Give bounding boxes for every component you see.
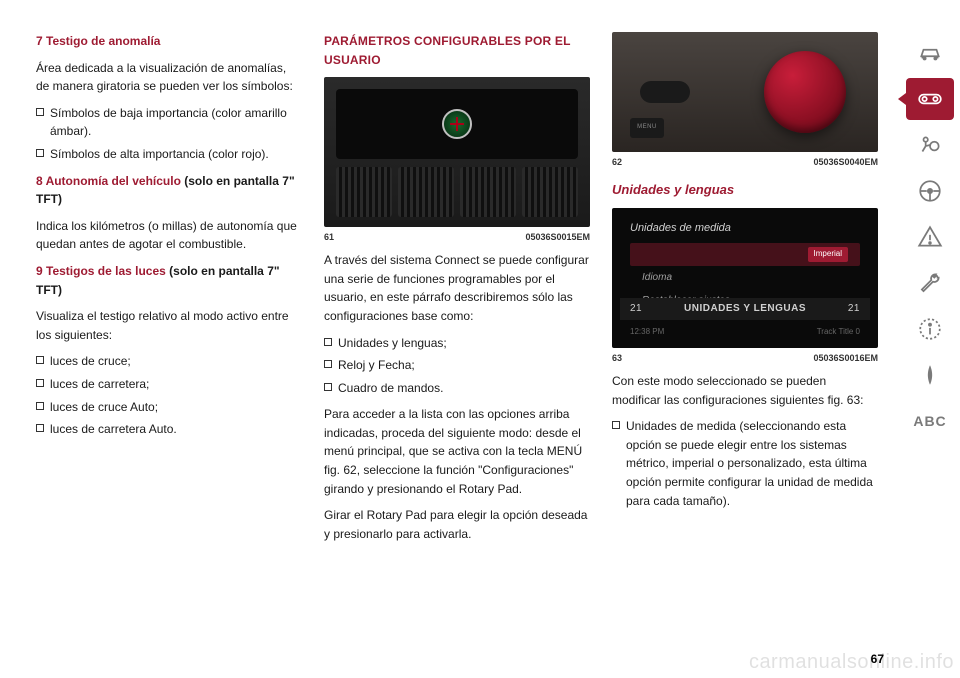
bullet-item: luces de carretera Auto. (36, 420, 302, 439)
col3-p1: Con este modo seleccionado se pueden mod… (612, 372, 878, 409)
bullet-icon (36, 356, 44, 364)
bullet-item: Unidades de medida (seleccionando esta o… (612, 417, 878, 510)
bullet-item: luces de carretera; (36, 375, 302, 394)
bullet-icon (36, 402, 44, 410)
screen-status: 12:38 PM Track Title 0 (620, 324, 870, 340)
warning-icon[interactable] (906, 216, 954, 258)
col1-b4: luces de carretera; (50, 375, 302, 394)
figure-61: 61 05036S0015EM (324, 77, 590, 245)
car-icon[interactable] (906, 32, 954, 74)
bullet-icon (36, 108, 44, 116)
bullet-item: Reloj y Fecha; (324, 356, 590, 375)
fig62-code: 05036S0040EM (813, 156, 878, 170)
col2-b1: Unidades y lenguas; (338, 334, 590, 353)
screen-bar-title: UNIDADES Y LENGUAS (684, 301, 806, 317)
bullet-icon (324, 338, 332, 346)
col1-p2: Indica los kilómetros (o millas) de auto… (36, 217, 302, 254)
bullet-item: luces de cruce Auto; (36, 398, 302, 417)
page: 7 Testigo de anomalía Área dedicada a la… (0, 0, 960, 678)
screen-item: Idioma (630, 266, 860, 290)
rotary-pad-icon (764, 51, 846, 133)
col2-b3: Cuadro de mandos. (338, 379, 590, 398)
fig62-num: 62 (612, 156, 622, 170)
bullet-icon (36, 424, 44, 432)
col2-p1: A través del sistema Connect se puede co… (324, 251, 590, 325)
dashboard-screen (336, 89, 578, 159)
figure-62-image: MENU (612, 32, 878, 152)
figure-62: MENU 62 05036S0040EM (612, 32, 878, 170)
bullet-icon (36, 379, 44, 387)
abc-icon[interactable]: ABC (906, 400, 954, 442)
column-1: 7 Testigo de anomalía Área dedicada a la… (36, 32, 302, 658)
screen-title: Unidades de medida (620, 216, 870, 241)
page-number: 67 (871, 652, 884, 666)
bullet-item: Unidades y lenguas; (324, 334, 590, 353)
col1-b1: Símbolos de baja importancia (color amar… (50, 104, 302, 141)
sidebar: ABC (900, 0, 960, 678)
col1-p3: Visualiza el testigo relativo al modo ac… (36, 307, 302, 344)
info-icon[interactable] (906, 308, 954, 350)
screen-bar: 21 UNIDADES Y LENGUAS 21 (620, 298, 870, 320)
col1-b5: luces de cruce Auto; (50, 398, 302, 417)
status-time: 12:38 PM (630, 326, 664, 338)
wrench-icon[interactable] (906, 262, 954, 304)
col1-h2-red: 8 Autonomía del vehículo (36, 174, 181, 188)
dashboard-icon[interactable] (906, 78, 954, 120)
temp-left: 21 (630, 301, 642, 317)
bullet-icon (36, 149, 44, 157)
rotary-switch (640, 81, 690, 103)
bullet-item: luces de cruce; (36, 352, 302, 371)
content-area: 7 Testigo de anomalía Área dedicada a la… (0, 0, 900, 678)
figure-61-caption: 61 05036S0015EM (324, 231, 590, 245)
alfa-romeo-logo-icon (442, 109, 472, 139)
col3-sub1: Unidades y lenguas (612, 180, 878, 200)
col1-b6: luces de carretera Auto. (50, 420, 302, 439)
music-icon[interactable] (906, 354, 954, 396)
col2-p3: Girar el Rotary Pad para elegir la opció… (324, 506, 590, 543)
bullet-icon (324, 360, 332, 368)
figure-63: Unidades de medida Imperial Idioma Resta… (612, 208, 878, 366)
fig61-code: 05036S0015EM (525, 231, 590, 245)
col1-p1: Área dedicada a la visualización de anom… (36, 59, 302, 96)
fig63-num: 63 (612, 352, 622, 366)
col1-b3: luces de cruce; (50, 352, 302, 371)
status-track: Track Title 0 (817, 326, 860, 338)
column-3: MENU 62 05036S0040EM Unidades y lenguas … (612, 32, 878, 658)
bullet-item: Cuadro de mandos. (324, 379, 590, 398)
col1-b2: Símbolos de alta importancia (color rojo… (50, 145, 302, 164)
airbag-icon[interactable] (906, 124, 954, 166)
temp-right: 21 (848, 301, 860, 317)
column-2: PARÁMETROS CONFIGURABLES POR EL USUARIO … (324, 32, 590, 658)
figure-61-image (324, 77, 590, 227)
dashboard-vents (336, 167, 578, 217)
figure-62-caption: 62 05036S0040EM (612, 156, 878, 170)
col3-b1: Unidades de medida (seleccionando esta o… (626, 417, 878, 510)
steering-wheel-icon[interactable] (906, 170, 954, 212)
bullet-icon (612, 421, 620, 429)
figure-63-image: Unidades de medida Imperial Idioma Resta… (612, 208, 878, 348)
col1-h1: 7 Testigo de anomalía (36, 34, 160, 48)
fig63-code: 05036S0016EM (813, 352, 878, 366)
col2-title: PARÁMETROS CONFIGURABLES POR EL USUARIO (324, 32, 590, 69)
col2-b2: Reloj y Fecha; (338, 356, 590, 375)
figure-63-caption: 63 05036S0016EM (612, 352, 878, 366)
menu-button-label: MENU (630, 118, 664, 138)
col2-p2: Para acceder a la lista con las opciones… (324, 405, 590, 498)
bullet-item: Símbolos de baja importancia (color amar… (36, 104, 302, 141)
bullet-icon (324, 383, 332, 391)
screen-item-highlighted: Imperial (630, 243, 860, 265)
fig61-num: 61 (324, 231, 334, 245)
bullet-item: Símbolos de alta importancia (color rojo… (36, 145, 302, 164)
abc-label: ABC (913, 413, 946, 429)
imperial-chip: Imperial (808, 247, 848, 261)
col1-h3-red: 9 Testigos de las luces (36, 264, 166, 278)
